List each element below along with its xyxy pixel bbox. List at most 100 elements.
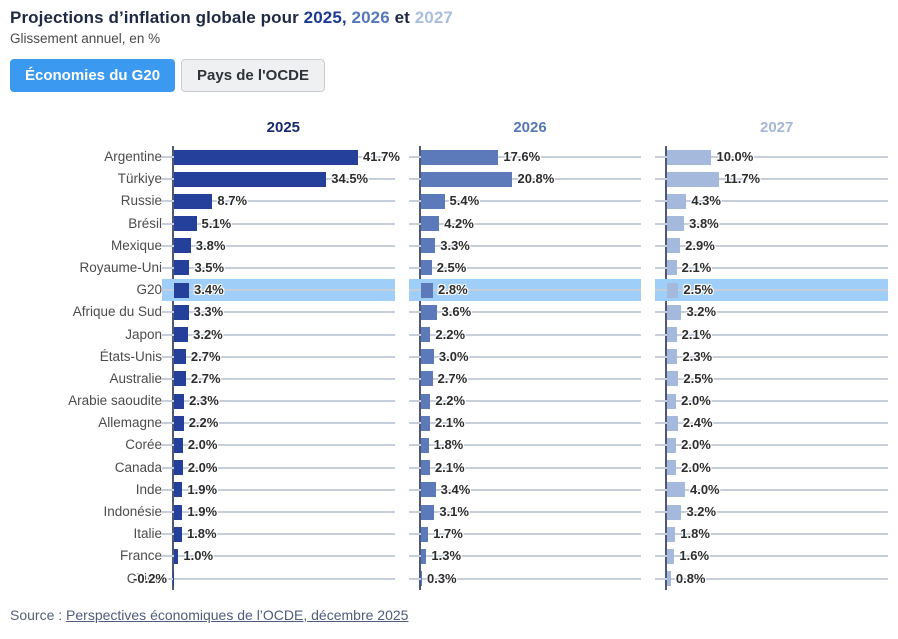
title-conjunction: et xyxy=(394,8,410,27)
grid-line xyxy=(162,444,395,447)
value-label: 1.0% xyxy=(183,548,214,564)
category-label: Japon xyxy=(125,326,162,342)
value-bar xyxy=(420,282,434,298)
value-label: 1.9% xyxy=(187,481,218,497)
value-bar xyxy=(174,415,184,431)
value-label: 2.3% xyxy=(682,348,713,364)
grid-line xyxy=(655,289,889,292)
bar-row: 2.7% xyxy=(408,368,642,390)
category-label: Chine xyxy=(126,570,162,586)
bar-row: 2.0% xyxy=(162,434,395,456)
value-label: 8.7% xyxy=(217,193,248,209)
value-bar xyxy=(420,238,436,254)
bar-row: 1.3% xyxy=(408,545,642,567)
value-label: 2.7% xyxy=(190,348,221,364)
value-bar xyxy=(420,171,513,187)
grid-line xyxy=(408,289,642,292)
category-label: Türkiye xyxy=(117,171,162,187)
bar-row: 3.1% xyxy=(408,501,642,523)
value-bar xyxy=(174,327,189,342)
value-label: 2.0% xyxy=(681,437,711,453)
toggle-ocde-button[interactable]: Pays de l'OCDE xyxy=(181,59,325,92)
grid-line xyxy=(655,488,889,491)
category-label: Allemagne xyxy=(98,415,162,431)
value-label: 41.7% xyxy=(363,149,400,164)
value-label: 3.2% xyxy=(686,304,717,320)
value-label: 0.8% xyxy=(675,570,706,586)
bar-row: 4.3% xyxy=(655,190,889,212)
source-link[interactable]: Perspectives économiques de l’OCDE, déce… xyxy=(66,606,409,623)
value-label: 11.7% xyxy=(723,171,761,187)
grid-line xyxy=(408,377,642,380)
grid-line xyxy=(655,222,889,225)
value-bar xyxy=(420,415,430,431)
title-year-2025: 2025, xyxy=(303,8,347,27)
bar-row: 2.5% xyxy=(655,368,889,390)
bar-row: -0.2% xyxy=(133,568,395,590)
source-prefix: Source : xyxy=(10,606,63,623)
category-label: Mexique xyxy=(110,237,162,253)
bar-row: 2.3% xyxy=(655,346,889,368)
grid-line xyxy=(655,400,889,403)
bar-row: 11.7% xyxy=(655,168,889,190)
value-bar xyxy=(667,149,712,165)
grid-line xyxy=(655,200,889,203)
value-bar xyxy=(667,282,679,298)
bar-row: 2.8% xyxy=(408,279,642,302)
value-label: 2.8% xyxy=(438,282,468,298)
value-bar xyxy=(420,149,499,165)
value-bar xyxy=(174,371,186,387)
value-label: 2.1% xyxy=(434,459,465,475)
value-label: 0.3% xyxy=(426,570,457,586)
bar-row: 20.8% xyxy=(408,168,642,190)
category-label: Russie xyxy=(120,193,162,209)
bar-row: 41.7% xyxy=(162,146,400,168)
grid-line xyxy=(408,244,642,247)
toggle-g20-button[interactable]: Économies du G20 xyxy=(10,59,176,92)
bar-row: 2.1% xyxy=(408,412,642,434)
value-bar xyxy=(420,216,440,232)
value-bar xyxy=(174,504,183,520)
grid-line xyxy=(408,444,642,447)
value-label: 2.0% xyxy=(187,459,218,475)
grid-line xyxy=(162,377,395,380)
value-label: -0.2% xyxy=(133,570,167,586)
value-bar xyxy=(174,171,327,187)
value-bar xyxy=(420,526,429,542)
grid-line xyxy=(162,400,395,403)
bar-row: 3.5% xyxy=(162,257,395,279)
value-label: 2.1% xyxy=(681,259,712,275)
grid-line xyxy=(408,400,642,403)
value-bar xyxy=(420,260,432,276)
bar-row: 2.1% xyxy=(655,257,889,279)
value-label: 34.5% xyxy=(331,171,369,187)
value-bar xyxy=(174,238,191,254)
value-bar xyxy=(667,415,678,431)
panel-2027: 2027 10.0% 11.7% 4.3% 3.8% 2.9% 2.1% 2.5% 3.2% 2… xyxy=(655,116,889,590)
value-bar xyxy=(174,260,190,276)
bar-row: 2.5% xyxy=(655,279,889,302)
category-label: Brésil xyxy=(128,215,162,231)
value-label: 17.6% xyxy=(503,149,541,164)
bar-row: 4.2% xyxy=(408,213,642,235)
bar-row: 2.1% xyxy=(408,457,642,479)
value-bar xyxy=(174,304,189,320)
bar-row: 0.8% xyxy=(655,568,889,590)
value-bar xyxy=(667,238,681,254)
bar-row: 3.8% xyxy=(655,213,889,235)
value-label: 3.3% xyxy=(440,237,470,253)
bar-row: 17.6% xyxy=(408,146,642,168)
panel-2025: 2025 41.7% 34.5% 8.7% 5.1% 3.8% 3.5% 3.4% 3.3% 3… xyxy=(133,116,400,590)
value-bar xyxy=(174,482,183,498)
panel-2025-rows: 41.7% 34.5% 8.7% 5.1% 3.8% 3.5% 3.4% 3.3% 3.2% 2.… xyxy=(133,146,400,590)
page: Projections d’inflation globale pour 202… xyxy=(10,8,889,623)
value-label: 2.2% xyxy=(188,415,219,431)
bar-chart: Argentine Türkiye Russie Brésil Mexique Royau… xyxy=(10,116,889,590)
value-label: 4.2% xyxy=(444,215,474,231)
bar-row: 5.1% xyxy=(162,213,395,235)
value-bar xyxy=(420,371,433,387)
value-label: 1.8% xyxy=(680,526,710,542)
grid-line xyxy=(655,178,889,181)
value-bar xyxy=(420,437,429,453)
bar-row: 1.0% xyxy=(162,545,395,567)
